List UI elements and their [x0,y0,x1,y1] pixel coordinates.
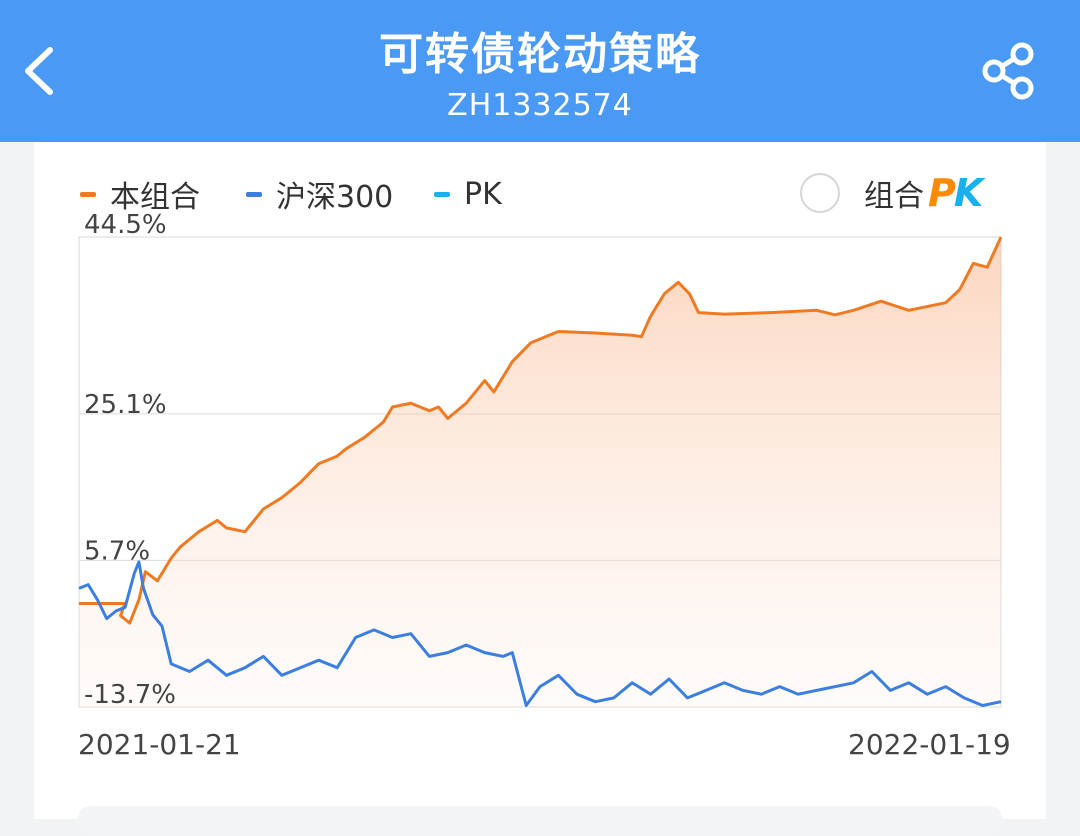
share-button[interactable] [978,40,1040,102]
pk-logo-p: P [928,171,956,215]
share-icon [982,42,1034,100]
legend-item-pk: PK [434,172,502,216]
info-panel [78,806,1002,836]
chevron-left-icon [25,47,53,95]
app-header: 可转债轮动策略 ZH1332574 [0,0,1080,142]
pk-toggle[interactable]: 组合 PK [800,170,983,216]
y-tick-label: 44.5% [84,210,167,240]
legend-label: PK [464,176,502,212]
legend-item-portfolio: 本组合 [80,172,200,216]
legend-item-hs300: 沪深300 [246,172,393,216]
pk-logo-k: K [953,171,983,215]
legend-label: 本组合 [110,180,200,215]
y-tick-label: 25.1% [84,390,167,420]
legend-swatch [80,191,96,197]
series-line-1 [78,560,1002,707]
x-tick-label-start: 2021-01-21 [78,728,241,761]
pk-logo: PK [928,171,983,215]
legend-swatch [434,191,450,197]
series-line-0 [79,236,1003,625]
portfolio-code: ZH1332574 [447,88,633,123]
legend-swatch [246,191,262,197]
pk-toggle-label: 组合 [864,179,924,214]
chart: 44.5% 25.1% 5.7% -13.7% [78,210,1003,710]
radio-circle-icon[interactable] [800,173,840,213]
back-button[interactable] [14,36,70,106]
x-tick-label-end: 2022-01-19 [848,728,1011,761]
page-title: 可转债轮动策略 [379,29,701,80]
y-tick-label: 5.7% [84,536,150,566]
legend-label: 沪深300 [276,180,394,215]
y-tick-label: -13.7% [84,680,176,710]
series-area-0 [79,237,1001,707]
